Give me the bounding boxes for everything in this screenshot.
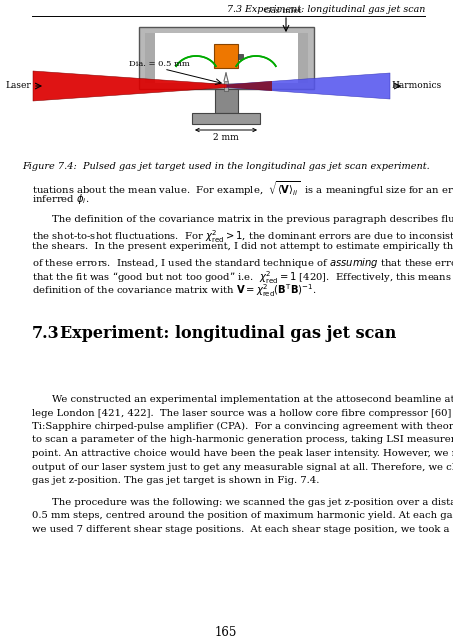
Text: 2 mm: 2 mm <box>213 133 239 142</box>
Text: Ti:Sapphire chirped-pulse amplifier (CPA).  For a convincing agreement with theo: Ti:Sapphire chirped-pulse amplifier (CPA… <box>32 422 453 431</box>
Bar <box>192 113 260 124</box>
Bar <box>224 81 228 91</box>
Text: 165: 165 <box>215 626 237 639</box>
Text: 7.3 Experiment: longitudinal gas jet scan: 7.3 Experiment: longitudinal gas jet sca… <box>226 4 425 13</box>
Bar <box>238 54 243 59</box>
Bar <box>139 27 314 89</box>
Text: that the fit was “good but not too good” i.e.  $\chi^2_\mathrm{red} = 1$ [420]. : that the fit was “good but not too good”… <box>32 269 453 286</box>
Bar <box>145 33 308 83</box>
Text: The definition of the covariance matrix in the previous paragraph describes fluc: The definition of the covariance matrix … <box>52 215 453 224</box>
Text: tuations about the mean value.  For example,  $\sqrt{\langle \mathbf{V}\rangle_{: tuations about the mean value. For examp… <box>32 179 453 198</box>
Text: output of our laser system just to get any measurable signal at all. Therefore, : output of our laser system just to get a… <box>32 463 453 472</box>
Bar <box>145 33 155 83</box>
Bar <box>215 89 238 113</box>
Text: Laser: Laser <box>5 81 31 90</box>
Text: we used 7 different shear stage positions.  At each shear stage position, we too: we used 7 different shear stage position… <box>32 525 453 534</box>
Polygon shape <box>227 81 272 91</box>
Text: lege London [421, 422].  The laser source was a hollow core fibre compressor [60: lege London [421, 422]. The laser source… <box>32 408 453 417</box>
Text: the shot-to-shot fluctuations.  For $\chi^2_\mathrm{red} > 1$, the dominant erro: the shot-to-shot fluctuations. For $\chi… <box>32 228 453 245</box>
Bar <box>214 44 238 68</box>
Text: point. An attractive choice would have been the peak laser intensity. However, w: point. An attractive choice would have b… <box>32 449 453 458</box>
Text: Harmonics: Harmonics <box>391 81 441 90</box>
Bar <box>298 33 308 83</box>
Text: Dia. = 0.5 mm: Dia. = 0.5 mm <box>129 60 190 68</box>
Text: inferred $\phi_i$.: inferred $\phi_i$. <box>32 193 89 207</box>
Text: Figure 7.4:  Pulsed gas jet target used in the longitudinal gas jet scan experim: Figure 7.4: Pulsed gas jet target used i… <box>22 162 430 171</box>
Text: Experiment: longitudinal gas jet scan: Experiment: longitudinal gas jet scan <box>60 325 396 342</box>
Text: definition of the covariance matrix with $\mathbf{V} = \chi^2_\mathrm{red}(\math: definition of the covariance matrix with… <box>32 282 317 300</box>
Text: 0.5 mm steps, centred around the position of maximum harmonic yield. At each gas: 0.5 mm steps, centred around the positio… <box>32 511 453 520</box>
Text: of these errors.  Instead, I used the standard technique of $\mathit{assuming}$ : of these errors. Instead, I used the sta… <box>32 255 453 269</box>
Polygon shape <box>33 71 227 101</box>
Text: 7.3: 7.3 <box>32 325 60 342</box>
Text: to scan a parameter of the high-harmonic generation process, taking LSI measurem: to scan a parameter of the high-harmonic… <box>32 435 453 445</box>
Text: Gas inlet: Gas inlet <box>264 7 302 15</box>
Polygon shape <box>227 73 390 99</box>
Text: The procedure was the following: we scanned the gas jet z-position over a distan: The procedure was the following: we scan… <box>52 498 453 507</box>
Text: the shears.  In the present experiment, I did not attempt to estimate empiricall: the shears. In the present experiment, I… <box>32 242 453 251</box>
Text: We constructed an experimental implementation at the attosecond beamline at Impe: We constructed an experimental implement… <box>52 395 453 404</box>
Text: gas jet z-position. The gas jet target is shown in Fig. 7.4.: gas jet z-position. The gas jet target i… <box>32 476 319 485</box>
